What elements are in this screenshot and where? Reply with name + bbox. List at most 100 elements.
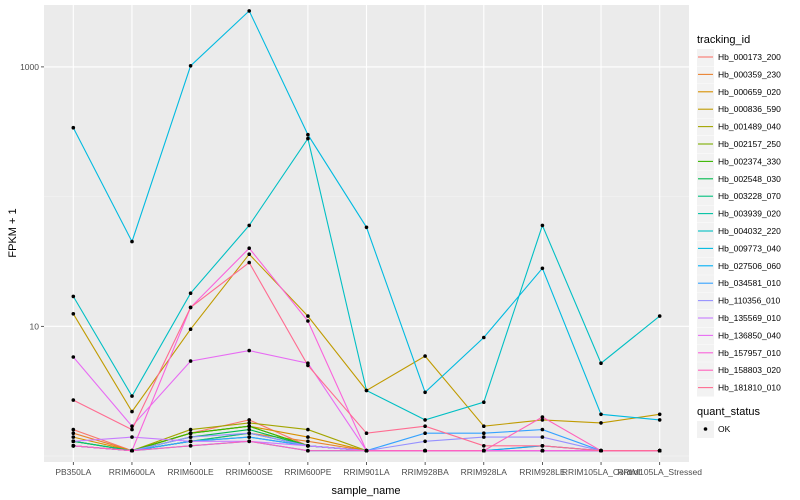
x-axis-title: sample_name [331,485,400,497]
data-point [599,361,603,366]
data-point [306,439,310,444]
data-point [306,136,310,141]
data-point [247,439,251,444]
legend-items: Hb_000173_200 Hb_000359_230 Hb_000659_020 H… [697,49,781,397]
x-tick-label: RRIM928BA [402,467,450,477]
legend-label: Hb_003939_020 [718,209,781,219]
legend-status-point [703,427,708,431]
legend-label: Hb_157957_010 [718,348,781,358]
legend-label: Hb_000359_230 [718,69,781,79]
data-point [482,400,486,405]
grid-major [44,5,689,462]
data-point [540,223,545,228]
data-point [423,354,427,358]
data-point [71,435,76,439]
y-tick-label: 1000 [20,62,39,72]
data-point [247,421,251,425]
data-point [482,435,486,439]
data-point [71,312,76,316]
legend-label: Hb_000659_020 [718,87,781,97]
data-point [188,359,193,363]
data-point [130,427,134,432]
data-point [540,427,545,432]
legend-label: Hb_000836_590 [718,104,781,114]
data-point [306,448,310,453]
data-point [540,448,545,453]
data-point [71,444,76,448]
data-point [540,444,545,448]
legend-title-quant-status: quant_status [697,406,760,418]
data-point [130,239,134,244]
legend-status-label: OK [718,424,731,434]
x-tick-label: RRIM600LA [109,467,156,477]
data-point [364,388,369,393]
data-point [482,335,486,340]
data-point [188,64,193,68]
legend-label: Hb_027506_060 [718,261,781,271]
legend-label: Hb_004032_220 [718,226,781,236]
data-point [599,412,603,417]
data-point [423,448,427,453]
data-point [247,427,251,432]
data-point [306,435,310,439]
data-point [423,418,427,422]
data-point [247,435,251,439]
data-point [247,348,251,353]
data-point [247,424,251,429]
data-point [71,294,76,299]
data-point [71,439,76,444]
data-point [540,266,545,271]
legend-label: Hb_110356_010 [718,296,781,306]
legend-label: Hb_002548_030 [718,174,781,184]
legend: tracking_id Hb_000173_200Hb_000359_230Hb… [697,34,781,438]
legend-label: Hb_136850_040 [718,330,781,340]
data-point [247,9,251,13]
data-point [306,444,310,448]
data-point [306,132,310,137]
data-point [130,394,134,398]
data-point [247,223,251,228]
data-point [130,448,134,453]
data-point [71,125,76,130]
x-tick-label: RRIM928LA [461,467,508,477]
data-point [188,327,193,332]
x-tick-label: RRIM600SE [226,467,274,477]
data-point [71,355,76,359]
data-point [482,424,486,429]
data-point [306,314,310,318]
legend-label: Hb_003228_070 [718,191,781,201]
legend-label: Hb_034581_010 [718,278,781,288]
data-point [188,427,193,432]
legend-title-tracking-id: tracking_id [697,34,750,46]
data-point [71,398,76,402]
x-axis: PB350LA RRIM600LA RRIM600LE RRIM600SE RRIM60… [55,462,702,477]
data-point [599,421,603,425]
data-point [423,439,427,444]
data-point [71,427,76,432]
data-point [306,427,310,432]
data-point [247,252,251,256]
data-point [364,431,369,436]
legend-label: Hb_001489_040 [718,122,781,132]
data-point [188,305,193,310]
data-point [306,319,310,323]
data-point [130,424,134,429]
legend-label: Hb_002157_250 [718,139,781,149]
legend-label: Hb_000173_200 [718,52,781,62]
data-point [188,444,193,448]
legend-status: OK [697,421,731,438]
data-point [188,435,193,439]
data-point [423,431,427,436]
data-point [540,415,545,419]
data-point [423,424,427,429]
legend-label: Hb_009773_040 [718,243,781,253]
legend-label: Hb_158803_020 [718,365,781,375]
y-tick-label: 10 [30,321,40,331]
x-tick-label: RRIM928LE [519,467,566,477]
data-point [364,448,369,453]
data-point [599,448,603,453]
data-point [188,439,193,444]
data-point [364,225,369,230]
data-point [657,448,662,453]
